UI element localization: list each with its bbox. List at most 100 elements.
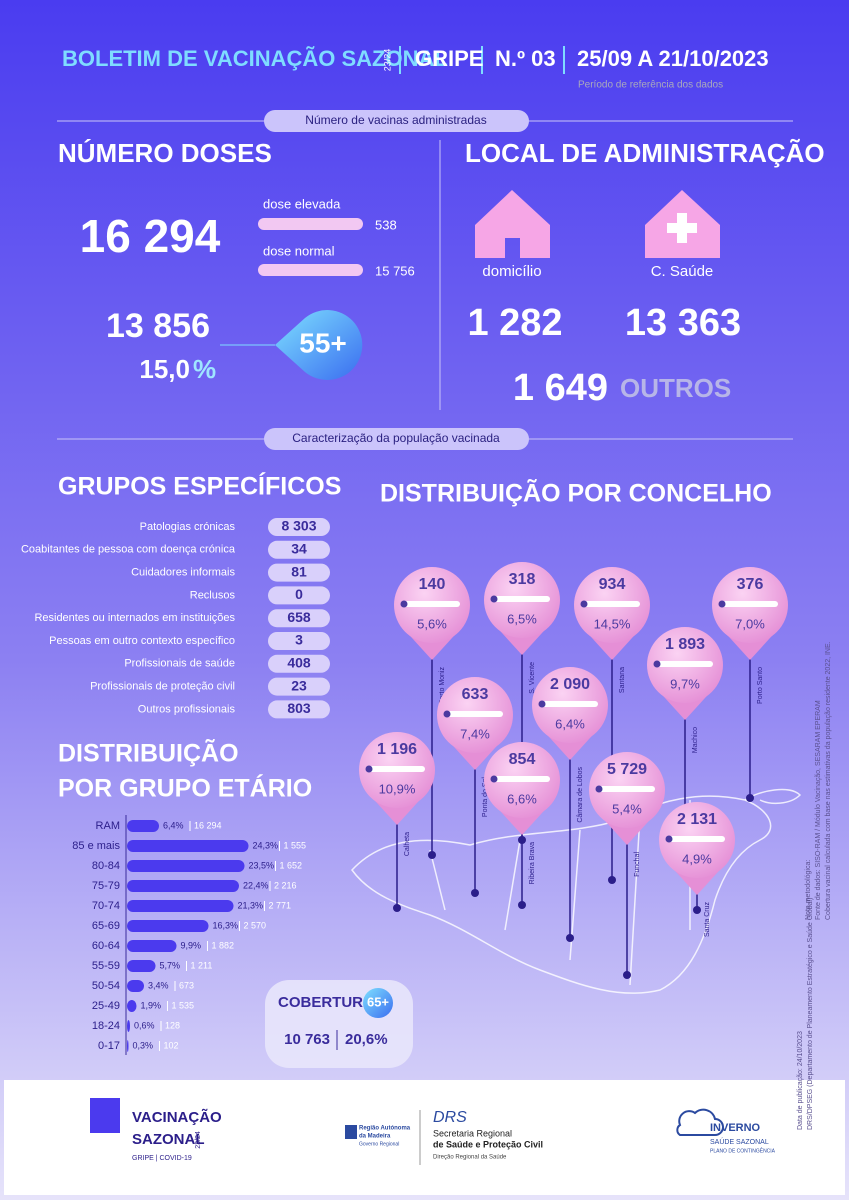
bar bbox=[127, 860, 245, 872]
age-label: 60-64 bbox=[92, 940, 120, 952]
group-value: 81 bbox=[291, 563, 307, 579]
pin-bar-dot bbox=[665, 835, 673, 843]
label: C. Saúde bbox=[651, 263, 714, 280]
label: COBERTURA bbox=[278, 994, 374, 1011]
footer-panel bbox=[4, 1080, 845, 1195]
age-count: 1 535 bbox=[172, 1000, 195, 1010]
bar bbox=[127, 940, 177, 952]
municipality-value: 633 bbox=[462, 686, 489, 703]
group-value: 34 bbox=[291, 541, 307, 557]
group-label: Reclusos bbox=[190, 589, 236, 601]
period: 25/09 A 21/10/2023 bbox=[577, 46, 769, 71]
age-count: 1 555 bbox=[284, 840, 307, 850]
group-label: Outros profissionais bbox=[138, 703, 236, 715]
municipality-value: 854 bbox=[509, 751, 536, 768]
value-pill bbox=[268, 677, 330, 696]
value-pill bbox=[268, 609, 330, 628]
map-outline bbox=[351, 788, 802, 994]
age-count: 102 bbox=[164, 1040, 179, 1050]
age-pct: 6,4% bbox=[163, 820, 184, 830]
pin-bar-dot bbox=[580, 600, 588, 608]
municipality-value: 318 bbox=[509, 571, 536, 588]
section-heading: GRUPOS ESPECÍFICOS bbox=[58, 472, 341, 501]
section-pill bbox=[264, 110, 529, 132]
title: BOLETIM DE VACINAÇÃO SAZONAL bbox=[62, 46, 448, 71]
age-pct: 16,3% bbox=[213, 920, 239, 930]
age-pct: 1,9% bbox=[141, 1000, 162, 1010]
value-pill bbox=[268, 654, 330, 673]
logo bbox=[345, 1125, 357, 1139]
section-title: Caracterização da população vacinada bbox=[292, 431, 500, 445]
group-value: 803 bbox=[287, 700, 311, 716]
group-value: 8 303 bbox=[281, 518, 316, 534]
group-value: 408 bbox=[287, 655, 311, 671]
label: domicílio bbox=[482, 263, 541, 280]
municipality-name: Ribeira Brava bbox=[529, 842, 536, 885]
municipality-value: 2 090 bbox=[550, 676, 590, 693]
age-label: 25-49 bbox=[92, 1000, 120, 1012]
group-label: Profissionais de proteção civil bbox=[90, 681, 235, 693]
label: GRIPE | COVID-19 bbox=[132, 1155, 192, 1162]
age-count: 2 216 bbox=[274, 880, 297, 890]
cloud-icon bbox=[676, 1108, 724, 1136]
pin-dot bbox=[623, 971, 631, 979]
pin-dot bbox=[428, 851, 436, 859]
age-label: 75-79 bbox=[92, 880, 120, 892]
pin-dot bbox=[393, 904, 401, 912]
label: PLANO DE CONTINGÊNCIA bbox=[710, 1146, 776, 1154]
pin-bar bbox=[584, 601, 640, 607]
group-label: Cuidadores informais bbox=[131, 567, 235, 579]
age-label: RAM bbox=[96, 820, 120, 832]
label: 65+ bbox=[367, 994, 389, 1009]
municipality-pct: 5,6% bbox=[417, 616, 447, 631]
group-label: Residentes ou internados em instituições bbox=[34, 612, 235, 624]
municipality-value: 934 bbox=[599, 576, 626, 593]
label: Direção Regional da Saúde bbox=[433, 1155, 507, 1161]
age-count: 128 bbox=[165, 1020, 180, 1030]
pin-bar bbox=[494, 596, 550, 602]
label: 13 363 bbox=[625, 302, 741, 344]
note: DRS/DPSEG (Departamento de Planeamento E… bbox=[807, 898, 814, 1130]
pin-bar bbox=[369, 766, 425, 772]
bar bbox=[127, 1040, 129, 1052]
municipality-value: 5 729 bbox=[607, 761, 647, 778]
age-pct: 24,3% bbox=[253, 840, 279, 850]
section-title: Número de vacinas administradas bbox=[305, 113, 486, 127]
group-label: Coabitantes de pessoa com doença crónica bbox=[21, 544, 236, 556]
pin-dot bbox=[518, 901, 526, 909]
municipality-value: 376 bbox=[737, 576, 764, 593]
group-value: 23 bbox=[291, 677, 307, 693]
municipality-pct: 6,6% bbox=[507, 791, 537, 806]
pin-bar bbox=[599, 786, 655, 792]
age-label: 70-74 bbox=[92, 900, 120, 912]
value-pill bbox=[268, 540, 330, 559]
age-pct: 23,5% bbox=[249, 860, 275, 870]
age-count: 1 882 bbox=[212, 940, 235, 950]
cross bbox=[667, 213, 697, 243]
group-value: 658 bbox=[287, 609, 311, 625]
age-count: 673 bbox=[179, 980, 194, 990]
pin-bar bbox=[494, 776, 550, 782]
badge bbox=[363, 988, 393, 1018]
municipality-value: 1 893 bbox=[665, 636, 705, 653]
bar bbox=[127, 920, 209, 932]
age-label: 18-24 bbox=[92, 1020, 120, 1032]
age-pct: 3,4% bbox=[148, 980, 169, 990]
pin-bar-dot bbox=[365, 765, 373, 773]
home-icon bbox=[475, 190, 550, 258]
label: Região Autónoma bbox=[359, 1126, 411, 1132]
group-label: Profissionais de saúde bbox=[124, 658, 235, 670]
bar bbox=[127, 820, 159, 832]
municipality-pct: 9,7% bbox=[670, 676, 700, 691]
note: Fonte de dados: SISO-RAM / Módulo Vacina… bbox=[815, 700, 822, 920]
pin-dot bbox=[693, 906, 701, 914]
badge bbox=[275, 310, 363, 381]
municipality-name: Santa Cruz bbox=[704, 902, 711, 938]
label: 15 756 bbox=[375, 263, 415, 278]
age-pct: 22,4% bbox=[243, 880, 269, 890]
label: SAZONAL bbox=[132, 1131, 205, 1148]
bar bbox=[127, 960, 156, 972]
label: 20,6% bbox=[345, 1031, 388, 1048]
section-pill bbox=[264, 428, 529, 450]
